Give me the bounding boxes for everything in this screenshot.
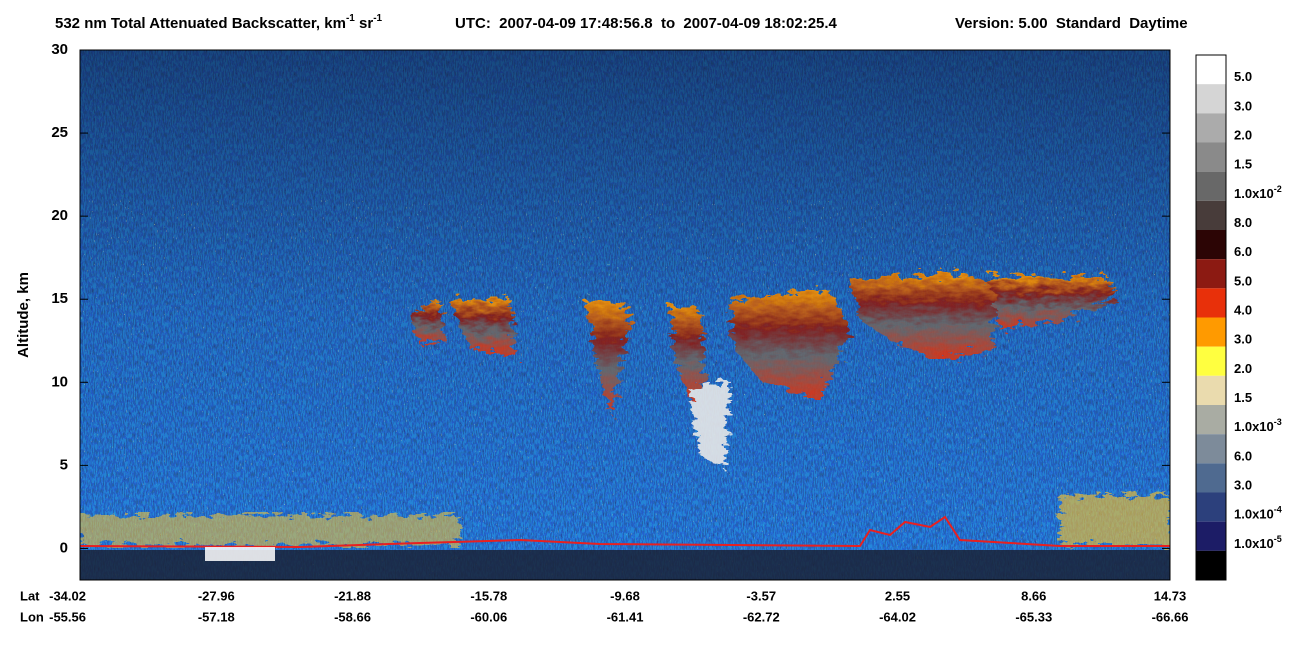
y-tick-label: 0 xyxy=(60,539,68,556)
x-tick-label: 8.66 xyxy=(1021,588,1046,603)
colorbar-swatch xyxy=(1196,230,1226,260)
colorbar-label-text: 2.0 xyxy=(1234,361,1252,376)
title-text: sr xyxy=(355,15,374,32)
colorbar-label: 1.0x10-5 xyxy=(1234,534,1282,551)
colorbar-label: 5.0 xyxy=(1234,70,1252,85)
colorbar-swatch xyxy=(1196,346,1226,376)
y-tick-label: 5 xyxy=(60,456,68,473)
y-axis-label: Altitude, km xyxy=(15,272,32,358)
title-text: 532 nm Total Attenuated Backscatter, km xyxy=(55,15,346,32)
colorbar-label-sup: -2 xyxy=(1274,184,1282,194)
x-tick-label: -15.78 xyxy=(470,588,507,603)
x-tick-label: 2.55 xyxy=(885,588,910,603)
colorbar-label: 1.5 xyxy=(1234,390,1252,405)
colorbar-label-text: 1.0x10 xyxy=(1234,420,1274,435)
colorbar-swatch xyxy=(1196,171,1226,201)
y-tick-label: 30 xyxy=(51,41,68,58)
x-tick-label: -3.57 xyxy=(746,588,776,603)
colorbar-label-text: 5.0 xyxy=(1234,70,1252,85)
colorbar-swatch xyxy=(1196,113,1226,143)
colorbar-swatch xyxy=(1196,375,1226,405)
colorbar-label: 1.5 xyxy=(1234,157,1252,172)
x-tick-label: -55.56 xyxy=(49,609,86,624)
colorbar-label: 8.0 xyxy=(1234,215,1252,230)
colorbar-label-text: 3.0 xyxy=(1234,99,1252,114)
colorbar-label: 5.0 xyxy=(1234,274,1252,289)
colorbar-label-text: 5.0 xyxy=(1234,274,1252,289)
title-sup: -1 xyxy=(373,13,382,24)
colorbar-label-text: 1.0x10 xyxy=(1234,536,1274,551)
colorbar-label: 2.0 xyxy=(1234,128,1252,143)
colorbar-label-sup: -5 xyxy=(1274,534,1282,544)
colorbar-label-sup: -3 xyxy=(1274,418,1282,428)
colorbar-swatch xyxy=(1196,55,1226,85)
plot-frame xyxy=(79,49,1171,581)
version: Version: 5.00 Standard Daytime xyxy=(955,15,1188,32)
colorbar-label: 1.0x10-2 xyxy=(1234,184,1282,201)
colorbar-label-text: 1.0x10 xyxy=(1234,507,1274,522)
colorbar-label-text: 6.0 xyxy=(1234,449,1252,464)
colorbar-swatch xyxy=(1196,434,1226,464)
colorbar-swatch xyxy=(1196,492,1226,522)
x-tick-label: -9.68 xyxy=(610,588,640,603)
colorbar-swatch xyxy=(1196,259,1226,289)
x-tick-label: -65.33 xyxy=(1015,609,1052,624)
colorbar-label: 3.0 xyxy=(1234,478,1252,493)
x-tick-label: -66.66 xyxy=(1152,609,1189,624)
colorbar-label: 6.0 xyxy=(1234,449,1252,464)
backscatter-image xyxy=(80,50,1170,580)
utc-range: UTC: 2007-04-09 17:48:56.8 to 2007-04-09… xyxy=(455,15,838,32)
colorbar-label: 2.0 xyxy=(1234,361,1252,376)
x-tick-label: -61.41 xyxy=(607,609,644,624)
colorbar-swatch xyxy=(1196,84,1226,114)
colorbar-label-text: 1.0x10 xyxy=(1234,186,1274,201)
colorbar-label-text: 3.0 xyxy=(1234,478,1252,493)
colorbar-label-text: 4.0 xyxy=(1234,303,1252,318)
colorbar-swatch xyxy=(1196,142,1226,172)
colorbar-swatch xyxy=(1196,550,1226,580)
colorbar-label-sup: -4 xyxy=(1274,505,1282,515)
x-tick-label: -58.66 xyxy=(334,609,371,624)
colorbar-label-text: 6.0 xyxy=(1234,245,1252,260)
title-sup: -1 xyxy=(346,13,355,24)
colorbar-label-text: 8.0 xyxy=(1234,215,1252,230)
colorbar-swatch xyxy=(1196,405,1226,435)
x-tick-label: -21.88 xyxy=(334,588,371,603)
colorbar-label: 3.0 xyxy=(1234,99,1252,114)
x-row-name: Lat xyxy=(20,588,40,603)
y-tick-label: 20 xyxy=(51,207,68,224)
colorbar-label: 1.0x10-3 xyxy=(1234,418,1282,435)
colorbar-label-text: 1.5 xyxy=(1234,390,1252,405)
x-tick-label: -60.06 xyxy=(470,609,507,624)
colorbar-label-text: 1.5 xyxy=(1234,157,1252,172)
y-tick-label: 25 xyxy=(51,124,68,141)
colorbar-swatch xyxy=(1196,317,1226,347)
colorbar-frame xyxy=(1195,54,1227,581)
x-tick-label: -27.96 xyxy=(198,588,235,603)
colorbar-label-text: 2.0 xyxy=(1234,128,1252,143)
colorbar-swatch xyxy=(1196,521,1226,551)
colorbar-label: 6.0 xyxy=(1234,245,1252,260)
x-tick-label: 14.73 xyxy=(1154,588,1187,603)
y-tick-label: 15 xyxy=(51,290,68,307)
x-tick-label: -64.02 xyxy=(879,609,916,624)
chart-title: 532 nm Total Attenuated Backscatter, km-… xyxy=(55,13,383,32)
x-tick-label: -57.18 xyxy=(198,609,235,624)
y-tick-label: 10 xyxy=(51,373,68,390)
colorbar-label-text: 3.0 xyxy=(1234,332,1252,347)
colorbar-label: 1.0x10-4 xyxy=(1234,505,1282,522)
colorbar-label: 3.0 xyxy=(1234,332,1252,347)
colorbar-swatch xyxy=(1196,200,1226,230)
x-row-name: Lon xyxy=(20,609,44,624)
colorbar-swatch xyxy=(1196,288,1226,318)
colorbar-swatch xyxy=(1196,463,1226,493)
x-tick-label: -62.72 xyxy=(743,609,780,624)
colorbar-label: 4.0 xyxy=(1234,303,1252,318)
x-tick-label: -34.02 xyxy=(49,588,86,603)
